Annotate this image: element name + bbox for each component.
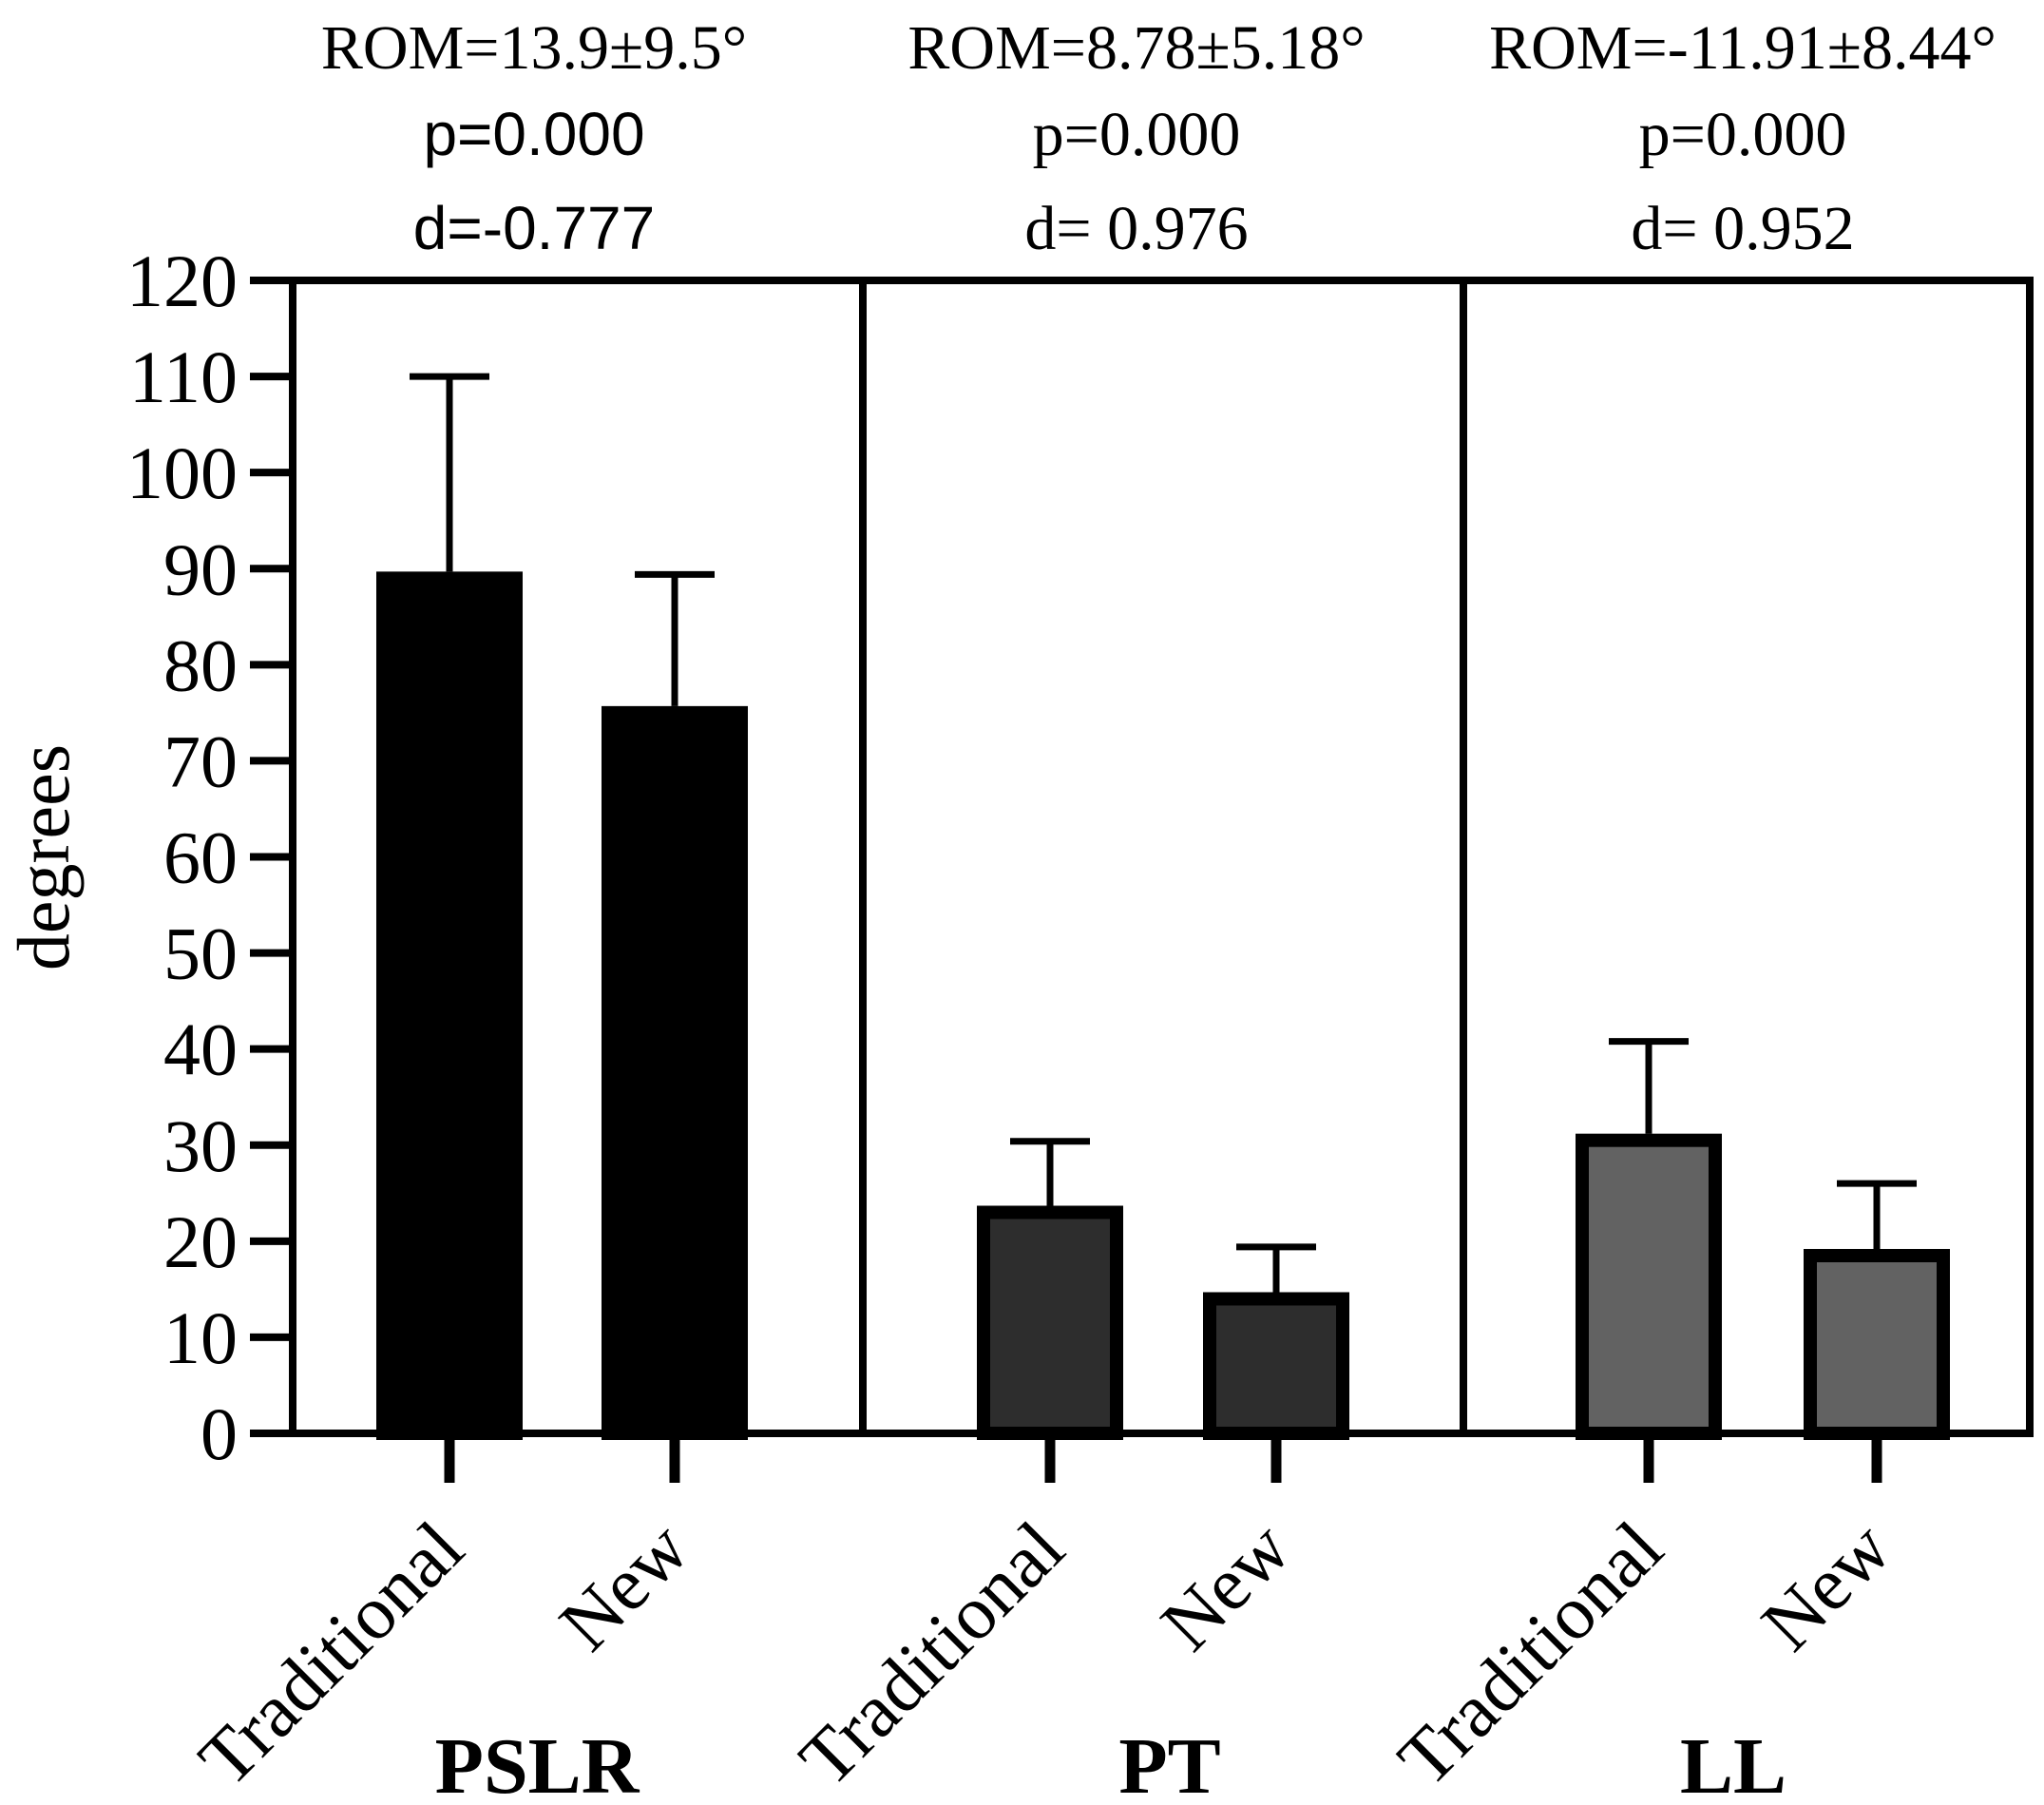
y-tick-label: 50 [163, 912, 238, 995]
y-tick-label: 60 [163, 816, 238, 899]
annotation-p-pt: p=0.000 [1033, 100, 1241, 169]
y-axis-title: degrees [2, 744, 85, 970]
y-tick-label: 90 [163, 528, 238, 610]
y-tick-label: 10 [163, 1296, 238, 1379]
annotation-rom-pt: ROM=8.78±5.18° [907, 13, 1365, 83]
annotation-d-pslr: d=-0.777 [413, 194, 655, 262]
plot-background [293, 280, 2030, 1433]
x-tick-label-ll-traditional: Traditional [1383, 1507, 1679, 1803]
annotation-p-ll: p=0.000 [1639, 100, 1847, 169]
annotation-d-pt: d= 0.976 [1024, 194, 1248, 263]
bar-ll-new [1804, 1248, 1950, 1441]
y-tick-label: 40 [163, 1008, 238, 1091]
annotation-rom-ll: ROM=-11.91±8.44° [1489, 13, 1996, 83]
panel-annotations: ROM=13.9±9.5° p=0.000 d=-0.777 ROM=8.78±… [321, 13, 1996, 263]
y-tick-label: 110 [129, 336, 238, 418]
group-label-ll: LL [1680, 1722, 1786, 1805]
group-label-pslr: PSLR [435, 1722, 640, 1805]
bar-pslr-traditional [376, 571, 523, 1440]
y-tick-label: 120 [126, 240, 238, 322]
y-tick-label: 70 [163, 720, 238, 802]
y-tick-label: 100 [126, 432, 238, 514]
ticks-layer [250, 277, 1882, 1483]
plot-frame [289, 277, 2034, 1437]
x-tick-label-pt-new: New [1146, 1506, 1307, 1666]
y-tick-label: 80 [163, 624, 238, 706]
annotation-p-pslr: p=0.000 [423, 100, 644, 168]
bar-pslr-new [602, 705, 748, 1440]
x-tick-label-pt-traditional: Traditional [784, 1507, 1080, 1803]
bars-layer [376, 373, 1950, 1441]
group-label-pt: PT [1118, 1722, 1220, 1805]
y-tick-label: 30 [163, 1104, 238, 1187]
y-tick-label: 0 [201, 1392, 238, 1475]
x-tick-label-pslr-new: New [544, 1506, 705, 1666]
x-tick-label-ll-new: New [1747, 1506, 1907, 1666]
bar-pt-traditional [977, 1205, 1123, 1440]
annotation-rom-pslr: ROM=13.9±9.5° [321, 13, 747, 83]
y-tick-label: 20 [163, 1200, 238, 1283]
bar-pt-new [1203, 1292, 1349, 1440]
bar-ll-traditional [1576, 1133, 1722, 1440]
annotation-d-ll: d= 0.952 [1631, 194, 1854, 263]
